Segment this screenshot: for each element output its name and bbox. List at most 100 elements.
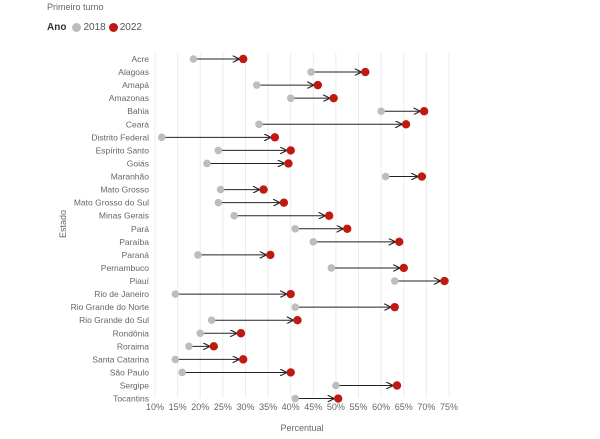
grid-layer — [154, 53, 450, 398]
y-tick-label: Minas Gerais — [99, 211, 149, 221]
point-2022[interactable] — [417, 172, 427, 181]
legend-title: Ano — [47, 22, 67, 33]
point-2018[interactable] — [194, 251, 202, 259]
point-2022[interactable] — [239, 355, 248, 364]
y-tick-label: Amapá — [122, 80, 149, 90]
point-2022[interactable] — [284, 159, 293, 168]
point-2022[interactable] — [399, 263, 408, 273]
y-tick-label: Espírito Santo — [96, 145, 150, 155]
point-2018[interactable] — [255, 120, 263, 129]
y-tick-label: Roraima — [117, 341, 149, 351]
point-2022[interactable] — [392, 381, 402, 390]
legend: Ano 2018 2022 — [47, 22, 145, 33]
point-2018[interactable] — [214, 198, 223, 207]
y-tick-label: Alagoas — [118, 67, 149, 77]
x-tick-label: 20% — [191, 402, 209, 412]
point-2018[interactable] — [377, 107, 385, 116]
legend-item-2022[interactable]: 2022 — [108, 22, 142, 33]
point-2018[interactable] — [171, 355, 180, 364]
y-tick-label: Bahia — [127, 106, 149, 116]
point-2018[interactable] — [309, 238, 318, 246]
point-2018[interactable] — [207, 316, 216, 325]
legend-label-2022: 2022 — [119, 22, 142, 33]
y-tick-label: Sergipe — [120, 381, 150, 391]
point-2022[interactable] — [286, 368, 295, 377]
point-2018[interactable] — [216, 185, 225, 194]
y-tick-label: Mato Grosso do Sul — [74, 198, 149, 208]
point-2018[interactable] — [171, 290, 180, 298]
point-2018[interactable] — [286, 94, 295, 102]
point-2022[interactable] — [293, 316, 302, 325]
point-2022[interactable] — [259, 185, 268, 194]
point-2018[interactable] — [203, 159, 211, 168]
point-2018[interactable] — [214, 146, 223, 155]
point-2018[interactable] — [291, 224, 300, 233]
point-2018[interactable] — [390, 277, 399, 285]
point-2022[interactable] — [333, 394, 343, 403]
y-tick-label: Rio de Janeiro — [94, 289, 149, 299]
point-2022[interactable] — [266, 250, 275, 260]
x-axis-title: Percentual — [280, 423, 323, 433]
y-tick-label: Rondônia — [113, 328, 150, 338]
point-2018[interactable] — [252, 81, 261, 89]
labels-layer: 10% 15% 20% 25% 30% 35% 40% 45% 50% 55% 60% 65% 70% 7… — [71, 54, 458, 412]
point-2018[interactable] — [327, 264, 336, 272]
point-2022[interactable] — [361, 67, 370, 77]
point-2022[interactable] — [209, 342, 218, 351]
point-2022[interactable] — [313, 80, 323, 90]
point-2018[interactable] — [381, 172, 390, 181]
y-tick-label: Santa Catarina — [92, 354, 149, 364]
legend-item-2018[interactable]: 2018 — [72, 22, 106, 33]
point-2022[interactable] — [395, 237, 404, 247]
point-2018[interactable] — [185, 342, 193, 351]
point-2022[interactable] — [286, 289, 295, 299]
point-2022[interactable] — [419, 107, 429, 116]
point-2018[interactable] — [332, 381, 340, 390]
y-tick-label: Paraná — [122, 250, 150, 260]
x-tick-label: 75% — [440, 402, 458, 412]
point-2022[interactable] — [343, 224, 352, 233]
point-2022[interactable] — [239, 54, 248, 64]
y-tick-label: Pará — [131, 224, 149, 234]
y-tick-label: Maranhão — [111, 172, 150, 182]
point-2022[interactable] — [324, 211, 334, 220]
point-2022[interactable] — [286, 146, 295, 155]
point-2022[interactable] — [270, 133, 280, 142]
point-2022[interactable] — [329, 93, 338, 103]
x-tick-label: 40% — [282, 402, 300, 412]
x-tick-label: 45% — [304, 402, 322, 412]
chart-subtitle: Primeiro turno — [47, 2, 104, 12]
point-2018[interactable] — [230, 211, 238, 220]
point-2018[interactable] — [178, 368, 186, 377]
y-tick-label: Mato Grosso — [100, 185, 149, 195]
point-2022[interactable] — [279, 198, 289, 207]
point-2018[interactable] — [307, 68, 315, 76]
point-2018[interactable] — [189, 55, 198, 63]
y-tick-label: Pernambuco — [101, 263, 149, 273]
point-2018[interactable] — [196, 329, 205, 338]
x-tick-label: 70% — [417, 402, 435, 412]
y-tick-label: Ceará — [126, 119, 149, 129]
x-tick-label: 55% — [350, 402, 368, 412]
y-tick-label: Rio Grande do Norte — [71, 302, 150, 312]
point-2018[interactable] — [291, 394, 300, 403]
legend-swatch-2022 — [108, 23, 118, 32]
point-2022[interactable] — [390, 302, 399, 312]
legend-label-2018: 2018 — [83, 22, 106, 33]
legend-swatch-2018 — [72, 23, 82, 32]
x-tick-label: 35% — [259, 402, 277, 412]
y-tick-label: Tocantins — [113, 394, 149, 404]
x-tick-label: 30% — [236, 402, 254, 412]
marks-layer — [157, 54, 449, 403]
y-tick-label: Distrito Federal — [91, 132, 149, 142]
y-tick-label: Goiás — [127, 158, 149, 168]
y-tick-label: Paraíba — [119, 237, 149, 247]
x-tick-label: 60% — [372, 402, 390, 412]
point-2018[interactable] — [157, 133, 166, 142]
point-2022[interactable] — [401, 120, 411, 129]
point-2018[interactable] — [291, 303, 300, 311]
point-2022[interactable] — [236, 329, 246, 338]
point-2022[interactable] — [440, 276, 449, 286]
x-tick-label: 15% — [169, 402, 187, 412]
